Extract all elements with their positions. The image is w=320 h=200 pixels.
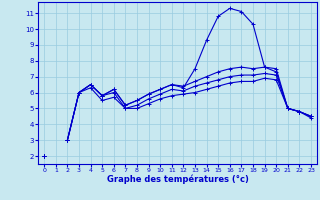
X-axis label: Graphe des températures (°c): Graphe des températures (°c) — [107, 175, 249, 184]
